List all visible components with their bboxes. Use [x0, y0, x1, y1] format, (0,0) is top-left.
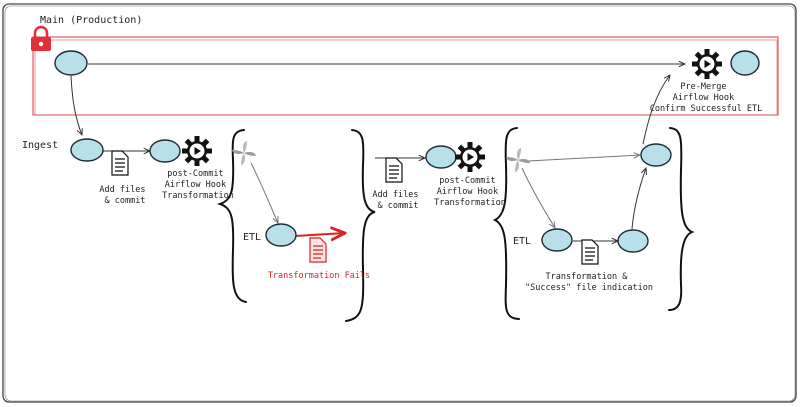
ingest-node-1 — [70, 138, 104, 162]
lock-icon — [31, 25, 51, 51]
file-icon — [581, 239, 599, 265]
main-node-start — [54, 50, 88, 76]
ingest-label: Ingest — [22, 140, 58, 151]
hook-label-1: post-Commit Airflow Hook Transformation — [162, 169, 234, 201]
main-branch-label: Main (Production) — [40, 15, 142, 26]
etl-node-1 — [265, 223, 297, 247]
etl-node-2 — [541, 228, 573, 252]
hook-label-2: post-Commit Airflow Hook Transformation — [434, 176, 506, 208]
etl-label-1: ETL — [243, 232, 261, 243]
ingest-node-4 — [640, 143, 672, 167]
pinwheel-icon — [506, 148, 530, 172]
add-files-label-2: Add files & commit — [372, 190, 423, 211]
outer-frame — [2, 3, 797, 403]
etl-node-3 — [617, 229, 649, 253]
gear-play-icon — [692, 49, 722, 79]
gear-play-icon — [455, 142, 485, 172]
red-file-icon — [309, 237, 327, 263]
main-node-merged — [730, 50, 760, 76]
file-icon — [385, 157, 403, 183]
ingest-node-3 — [425, 145, 457, 169]
etl-label-2: ETL — [513, 236, 531, 247]
brace-left-1 — [216, 129, 247, 303]
brace-right-2 — [668, 127, 695, 311]
ingest-node-2 — [149, 139, 181, 163]
file-icon — [111, 150, 129, 176]
add-files-label-1: Add files & commit — [99, 185, 150, 206]
success-label: Transformation & "Success" file indicati… — [525, 272, 653, 293]
pinwheel-icon — [232, 141, 256, 165]
brace-left-2 — [492, 127, 520, 320]
premerge-hook-label: Pre-Merge Airflow Hook Confirm Successfu… — [650, 82, 763, 114]
gear-play-icon — [182, 136, 212, 166]
transformation-fails-label: Transformation Fails — [268, 271, 370, 281]
brace-right-1 — [345, 129, 376, 322]
